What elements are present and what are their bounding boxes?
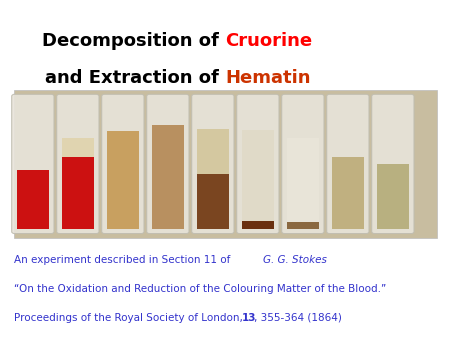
Bar bbox=[287, 138, 319, 222]
FancyBboxPatch shape bbox=[192, 94, 234, 234]
Bar bbox=[62, 158, 94, 229]
Bar bbox=[17, 170, 49, 229]
Text: “On the Oxidation and Reduction of the Colouring Matter of the Blood.”: “On the Oxidation and Reduction of the C… bbox=[14, 284, 386, 294]
FancyBboxPatch shape bbox=[147, 94, 189, 234]
Bar bbox=[287, 222, 319, 229]
Text: Cruorine: Cruorine bbox=[225, 31, 312, 50]
Bar bbox=[242, 130, 274, 221]
Bar bbox=[332, 158, 364, 229]
Bar bbox=[107, 131, 139, 229]
Text: Decomposition of: Decomposition of bbox=[42, 31, 225, 50]
Bar bbox=[14, 90, 436, 238]
Bar bbox=[197, 174, 229, 229]
Bar bbox=[197, 129, 229, 174]
Text: An experiment described in Section 11 of: An experiment described in Section 11 of bbox=[14, 255, 236, 265]
Text: Hematin: Hematin bbox=[225, 69, 310, 87]
FancyBboxPatch shape bbox=[57, 94, 99, 234]
Text: , 355-364 (1864): , 355-364 (1864) bbox=[254, 313, 342, 323]
Bar bbox=[377, 164, 409, 229]
Bar bbox=[152, 125, 184, 229]
Text: and Extraction of: and Extraction of bbox=[45, 69, 225, 87]
Bar bbox=[62, 138, 94, 158]
Text: 13: 13 bbox=[242, 313, 256, 323]
FancyBboxPatch shape bbox=[102, 94, 144, 234]
FancyBboxPatch shape bbox=[237, 94, 279, 234]
FancyBboxPatch shape bbox=[282, 94, 324, 234]
Text: Proceedings of the Royal Society of London,: Proceedings of the Royal Society of Lond… bbox=[14, 313, 246, 323]
Text: G. G. Stokes: G. G. Stokes bbox=[263, 255, 327, 265]
Bar bbox=[242, 221, 274, 229]
FancyBboxPatch shape bbox=[12, 94, 54, 234]
FancyBboxPatch shape bbox=[327, 94, 369, 234]
FancyBboxPatch shape bbox=[372, 94, 414, 234]
